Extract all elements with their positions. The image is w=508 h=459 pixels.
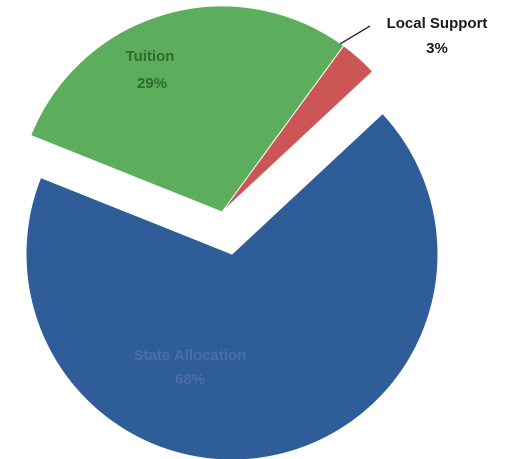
pie-slice-tuition [30,5,345,213]
local-support-leader-line [339,25,371,45]
slice-label-local-support: Local Support [387,15,488,32]
pie-slices [25,5,439,459]
slice-label-state-allocation: State Allocation [134,347,247,364]
slice-label-tuition: Tuition [126,48,175,65]
slice-value-local-support: 3% [426,40,448,57]
slice-value-tuition: 29% [137,75,167,92]
pie-slice-state-allocation [25,112,439,459]
slice-value-state-allocation: 68% [175,371,205,388]
pie-slice-local-support [221,45,374,213]
